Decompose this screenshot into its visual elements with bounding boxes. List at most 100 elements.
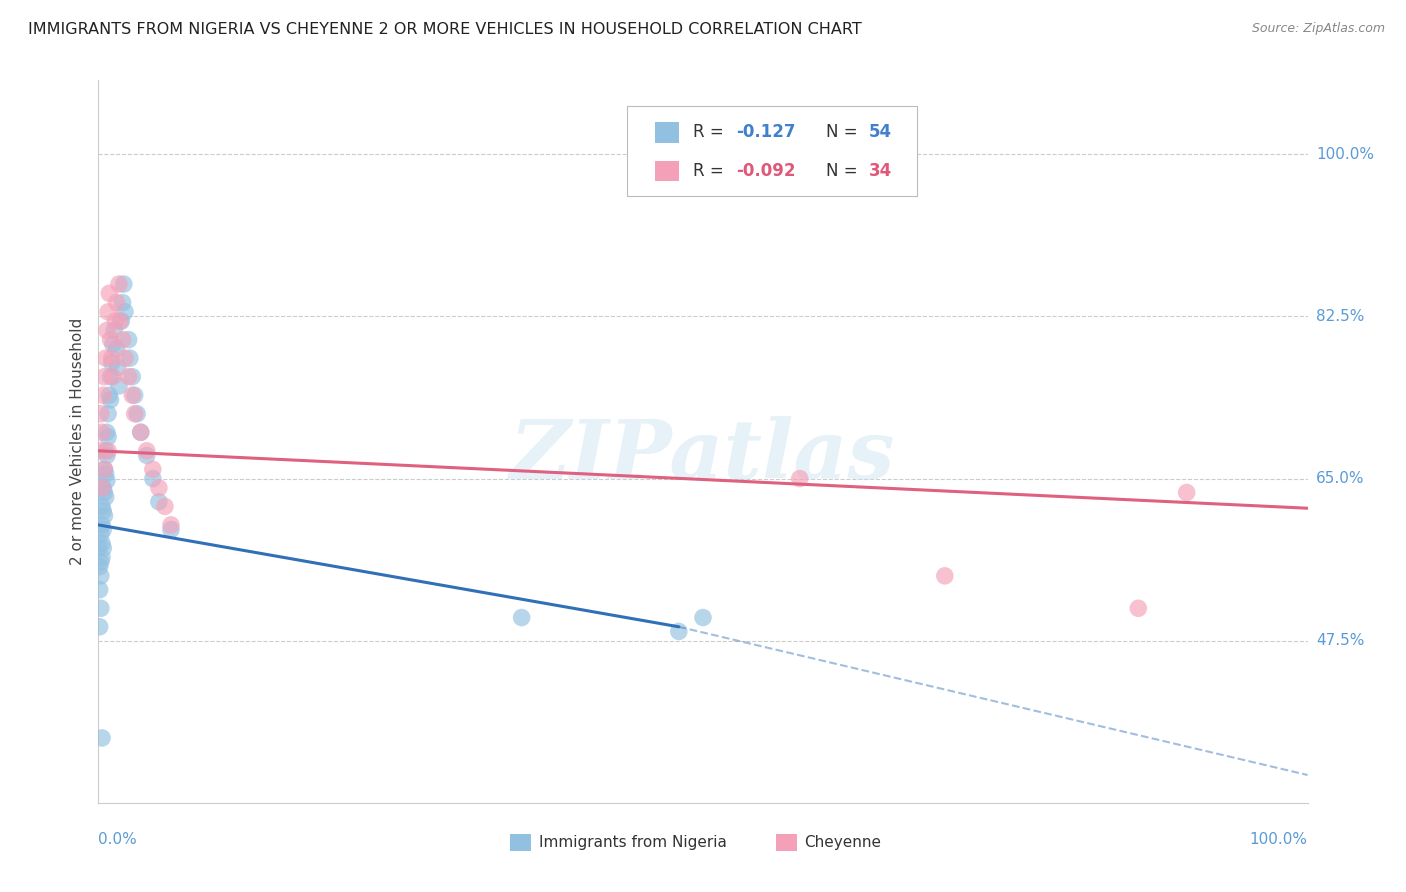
Point [91, 425, 114, 440]
Text: N =: N = [827, 161, 863, 179]
Text: Immigrants from Nigeria: Immigrants from Nigeria [538, 835, 727, 850]
Point [112, 277, 135, 291]
Point [91, 523, 114, 537]
Point [93, 462, 115, 476]
Text: 0.0%: 0.0% [98, 831, 138, 847]
FancyBboxPatch shape [776, 834, 797, 851]
Point [692, 610, 714, 624]
Point [121, 388, 143, 402]
Text: Cheyenne: Cheyenne [804, 835, 882, 850]
Point [1128, 601, 1150, 615]
Text: 100.0%: 100.0% [1250, 831, 1308, 847]
Point [93, 508, 115, 523]
Point [100, 369, 122, 384]
Point [94, 467, 117, 481]
Point [148, 481, 170, 495]
Point [118, 369, 141, 384]
Point [93, 369, 115, 384]
Point [94, 443, 117, 458]
Point [142, 462, 165, 476]
Point [91, 550, 114, 565]
Point [96, 323, 118, 337]
Point [90, 407, 112, 421]
Point [100, 333, 122, 347]
Point [90, 601, 112, 615]
Point [96, 425, 118, 440]
Point [90, 569, 112, 583]
FancyBboxPatch shape [655, 122, 679, 143]
Point [89, 559, 111, 574]
Point [94, 351, 117, 366]
Point [114, 305, 136, 319]
Point [97, 430, 120, 444]
Point [108, 277, 131, 291]
Point [108, 314, 131, 328]
Point [93, 462, 115, 476]
Text: 34: 34 [869, 161, 891, 179]
Point [118, 333, 141, 347]
Point [89, 582, 111, 597]
Y-axis label: 2 or more Vehicles in Household: 2 or more Vehicles in Household [69, 318, 84, 566]
Text: 54: 54 [869, 123, 891, 142]
Point [91, 481, 114, 495]
Point [135, 449, 157, 463]
FancyBboxPatch shape [627, 105, 917, 196]
Point [91, 731, 114, 745]
Point [90, 527, 112, 541]
Text: 47.5%: 47.5% [1316, 633, 1364, 648]
Text: IMMIGRANTS FROM NIGERIA VS CHEYENNE 2 OR MORE VEHICLES IN HOUSEHOLD CORRELATION : IMMIGRANTS FROM NIGERIA VS CHEYENNE 2 OR… [28, 22, 862, 37]
Point [510, 610, 533, 624]
Point [89, 620, 111, 634]
Text: N =: N = [827, 123, 863, 142]
Point [100, 392, 122, 407]
Point [100, 351, 122, 366]
Point [104, 314, 127, 328]
Point [107, 360, 129, 375]
Point [91, 500, 114, 514]
Point [96, 449, 118, 463]
Point [91, 541, 114, 555]
Text: R =: R = [693, 123, 730, 142]
Text: R =: R = [693, 161, 730, 179]
Point [97, 305, 120, 319]
Text: Source: ZipAtlas.com: Source: ZipAtlas.com [1251, 22, 1385, 36]
Point [118, 351, 141, 366]
Point [97, 407, 120, 421]
Text: 100.0%: 100.0% [1316, 147, 1374, 161]
Point [129, 425, 152, 440]
Point [91, 481, 114, 495]
Point [124, 388, 146, 402]
Point [100, 356, 122, 370]
Point [135, 443, 157, 458]
FancyBboxPatch shape [655, 161, 679, 181]
Point [98, 388, 121, 402]
Point [124, 407, 146, 421]
Point [114, 351, 136, 366]
Point [153, 500, 176, 514]
Point [129, 425, 152, 440]
Point [160, 517, 183, 532]
Text: -0.127: -0.127 [735, 123, 796, 142]
Point [121, 369, 143, 384]
Point [90, 555, 112, 569]
Point [160, 523, 183, 537]
Point [934, 569, 956, 583]
Point [94, 490, 117, 504]
Text: 65.0%: 65.0% [1316, 471, 1364, 486]
Point [127, 407, 149, 421]
Point [91, 388, 114, 402]
Point [105, 295, 128, 310]
Point [89, 443, 111, 458]
Point [668, 624, 690, 639]
Point [111, 333, 134, 347]
Point [97, 443, 120, 458]
Point [148, 494, 170, 508]
Text: ZIPatlas: ZIPatlas [510, 416, 896, 496]
Point [91, 517, 114, 532]
Point [110, 314, 132, 328]
Point [103, 323, 125, 337]
Point [96, 474, 118, 488]
FancyBboxPatch shape [509, 834, 531, 851]
Text: -0.092: -0.092 [735, 161, 796, 179]
Point [1175, 485, 1198, 500]
